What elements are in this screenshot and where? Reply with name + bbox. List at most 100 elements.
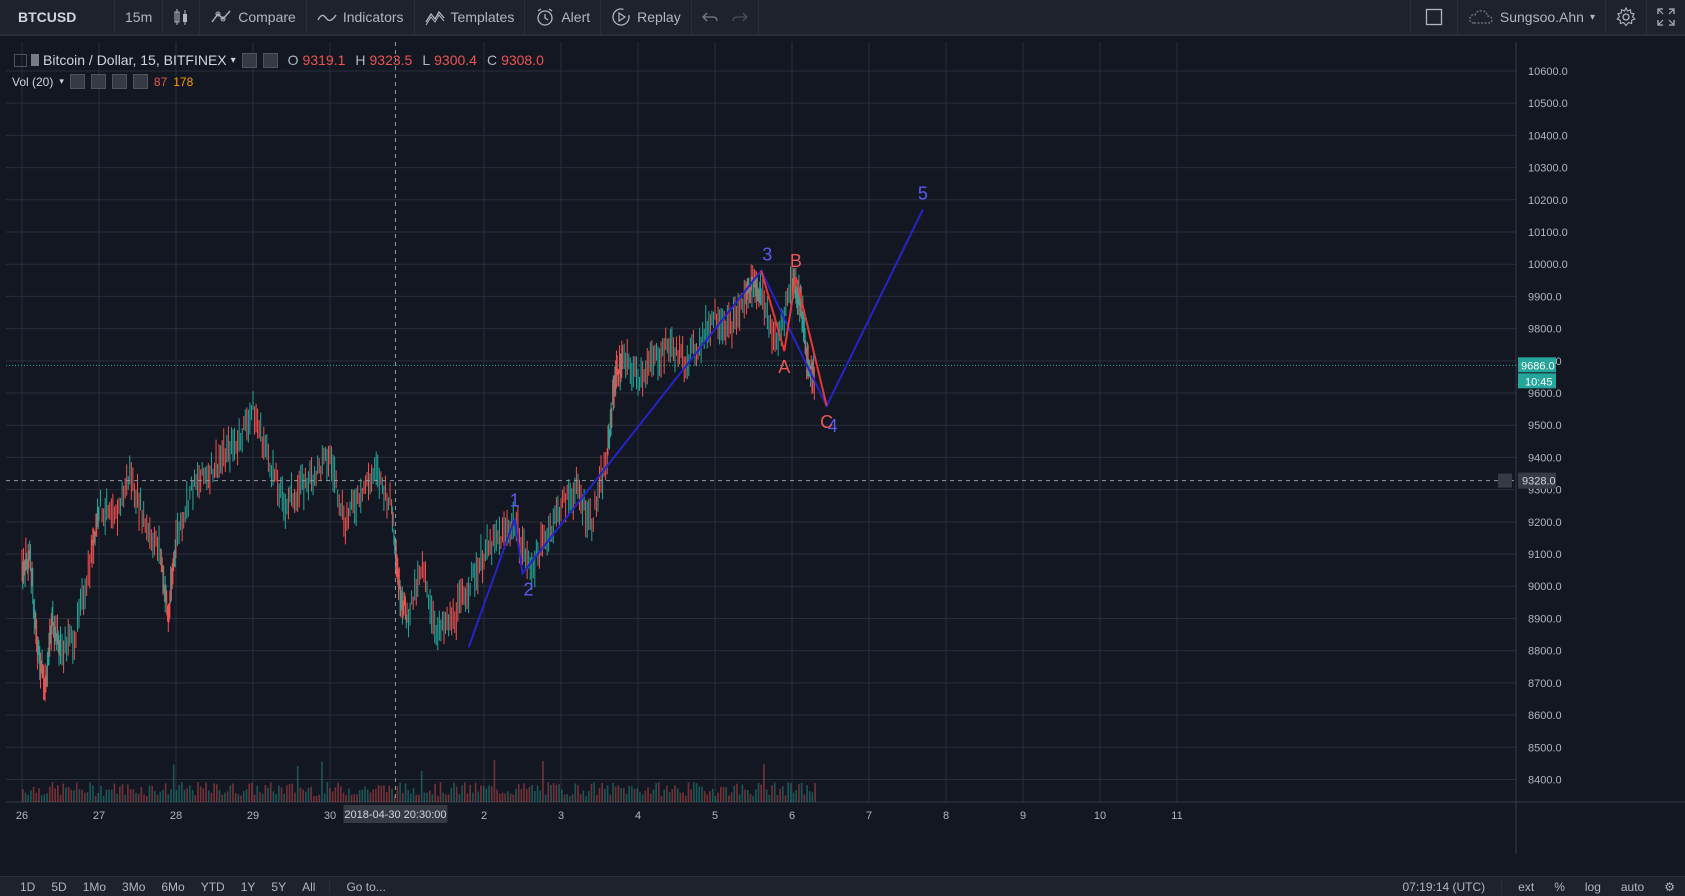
date-tick-label: 28 [170,810,182,822]
volume-bar [94,795,97,802]
wave-line-1[interactable] [760,270,828,407]
range-button-1y[interactable]: 1Y [240,879,256,894]
log-toggle[interactable]: log [1584,879,1601,894]
volume-bar [590,783,593,802]
volume-bar [83,792,86,802]
undo-icon[interactable] [701,10,718,24]
volume-bar [445,794,447,802]
volume-bar [781,786,784,802]
volume-bar [30,790,32,802]
volume-bar [625,794,628,802]
volume-bar [340,786,342,802]
volume-bar [803,794,806,802]
replay-button[interactable]: Replay [601,0,692,34]
volume-bar [811,792,814,802]
volume-bar [725,787,727,802]
low-value: 9300.4 [434,52,477,68]
volume-bar [690,789,692,802]
crosshair-plus-icon[interactable] [1498,473,1512,488]
volume-bar [259,792,261,802]
range-buttons: 1D 5D 1Mo 3Mo 6Mo YTD 1Y 5Y All [0,880,323,894]
fullscreen-button[interactable] [1647,0,1685,34]
volume-bar [547,782,550,802]
volume-close-icon[interactable] [132,74,148,89]
volume-chevron-down-icon[interactable]: ▾ [59,76,64,86]
volume-bar [507,791,509,802]
settings-button[interactable] [1606,0,1647,34]
price-chart[interactable]: 10600.010500.010400.010300.010200.010100… [6,42,1685,854]
layout-button[interactable] [1409,0,1458,34]
volume-gear-icon[interactable] [90,74,106,89]
volume-label[interactable]: Vol (20) [12,74,54,89]
volume-bar [520,788,523,802]
crosshair-price-box [1518,472,1556,489]
volume-bar [269,782,272,802]
volume-bar [555,784,558,802]
interval-button[interactable]: 15m [115,0,164,34]
volume-bar [418,794,420,802]
volume-bar [671,789,674,802]
volume-bar [536,785,539,802]
volume-bar [787,782,789,802]
volume-eye-icon[interactable] [69,74,85,89]
volume-bar [439,782,442,802]
bottom-separator-2 [1501,879,1503,894]
range-button-1d[interactable]: 1D [20,879,36,894]
compare-label: Compare [238,9,296,25]
volume-bar [321,761,323,802]
collapse-legend-icon[interactable] [14,53,27,67]
chart-area[interactable]: 10600.0 10500.0 10400.0 10300.0 10200.0 10100… [6,42,1685,854]
volume-bar [323,793,326,802]
symbol-search[interactable]: BTCUSD [0,0,115,34]
templates-button[interactable]: Templates [415,0,526,34]
range-button-5d[interactable]: 5D [51,879,67,894]
volume-bar [369,792,372,802]
volume-plus-icon[interactable] [111,74,127,89]
range-button-ytd[interactable]: YTD [200,879,225,894]
alert-label: Alert [561,9,591,25]
utc-clock[interactable]: 07:19:14 (UTC) [1402,879,1486,894]
bottom-gear-icon[interactable]: ⚙ [1664,879,1675,894]
chart-style-button[interactable] [163,0,201,34]
price-tick-label: 8700.0 [1528,678,1562,690]
volume-bar [35,792,38,802]
percent-toggle[interactable]: % [1554,879,1565,894]
volume-bar [644,790,647,802]
price-tick-label: 8600.0 [1528,710,1562,722]
auto-toggle[interactable]: auto [1620,879,1645,894]
legend-eye-icon[interactable] [241,52,257,68]
volume-bar [232,783,234,802]
compare-button[interactable]: Compare [200,0,307,34]
user-menu[interactable]: Sungsoo.Ahn ▾ [1458,0,1606,34]
volume-bar [517,784,520,802]
legend-chevron-down-icon[interactable]: ▾ [230,54,236,66]
volume-bar [288,783,291,802]
volume-bar [604,788,606,802]
range-button-all[interactable]: All [302,879,316,894]
legend-gear-icon[interactable] [262,52,278,68]
ext-toggle[interactable]: ext [1518,879,1535,894]
redo-icon[interactable] [732,10,748,24]
indicators-button[interactable]: Indicators [307,0,415,34]
volume-bar [102,795,105,802]
volume-bar [703,791,706,802]
range-button-3mo[interactable]: 3Mo [122,879,146,894]
volume-bar [542,761,544,802]
volume-bar [170,789,172,802]
volume-bar [65,787,67,802]
volume-bar [461,785,463,802]
volume-bar [757,782,760,802]
volume-bar [164,783,167,802]
volume-bar [401,792,404,802]
volume-bar [356,794,358,802]
range-button-5y[interactable]: 5Y [271,879,287,894]
range-button-6mo[interactable]: 6Mo [161,879,185,894]
alert-button[interactable]: Alert [525,0,602,34]
volume-bar [62,783,65,802]
legend-title[interactable]: Bitcoin / Dollar, 15, BITFINEX [43,52,227,68]
volume-bar [140,787,143,802]
range-button-1mo[interactable]: 1Mo [82,879,107,894]
goto-button[interactable]: Go to... [346,879,386,894]
volume-bar [566,794,568,802]
wave-line-0[interactable] [467,209,924,648]
